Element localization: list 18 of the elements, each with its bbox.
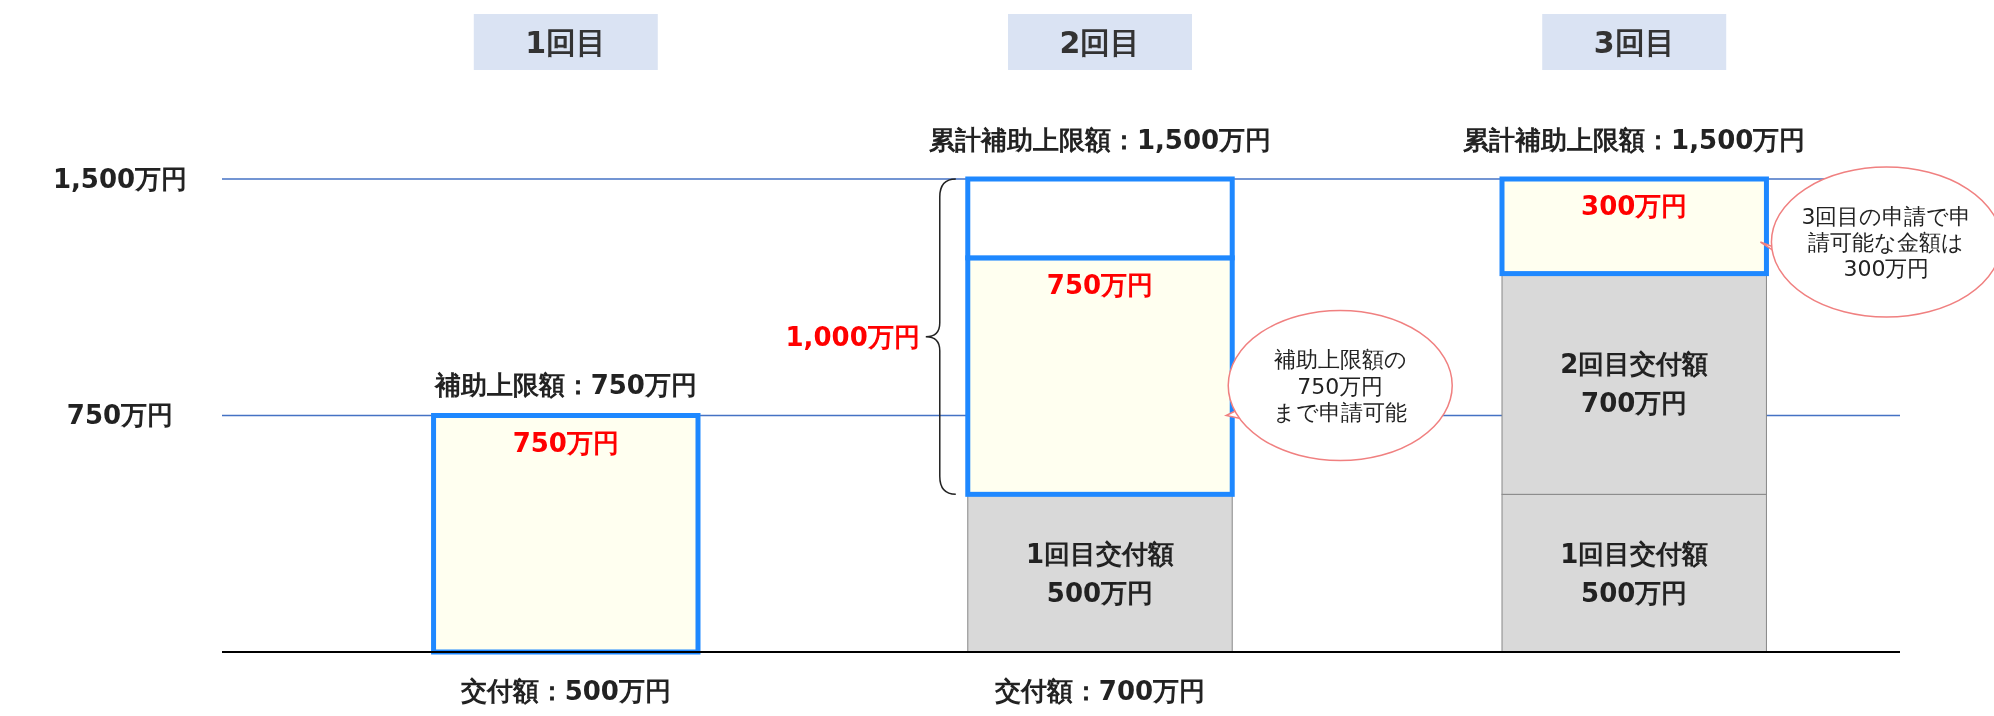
data-label: 750万円 [512, 427, 619, 458]
x-tick-label: 1回目 [525, 25, 607, 60]
annotation: 補助上限額：750万円 [433, 369, 697, 400]
data-label: 750万円 [1046, 269, 1154, 300]
annotation: 交付額：700万円 [993, 676, 1206, 706]
annotation: 1,000万円 [785, 321, 920, 352]
data-label: 2回目交付額 700万円 [1560, 349, 1709, 419]
annotation: 交付額：500万円 [459, 676, 671, 706]
x-tick-label: 3回目 [1593, 25, 1675, 60]
annotation: 累計補助上限額：1,500万円 [927, 125, 1272, 155]
data-label: 1回目交付額 500万円 [1560, 538, 1709, 608]
data-label: 300万円 [1581, 191, 1688, 221]
x-tick-label: 2回目 [1059, 25, 1141, 60]
y-tick-label: 1,500万円 [52, 163, 188, 194]
annotation: 3回目の申請で申請可能な金額は300万円 [1801, 203, 1972, 282]
annotation: 累計補助上限額：1,500万円 [1462, 125, 1806, 155]
data-label: 1回目交付額 500万円 [1025, 538, 1175, 608]
annotation: 補助上限額の750万円まで申請可能 [1273, 347, 1408, 425]
